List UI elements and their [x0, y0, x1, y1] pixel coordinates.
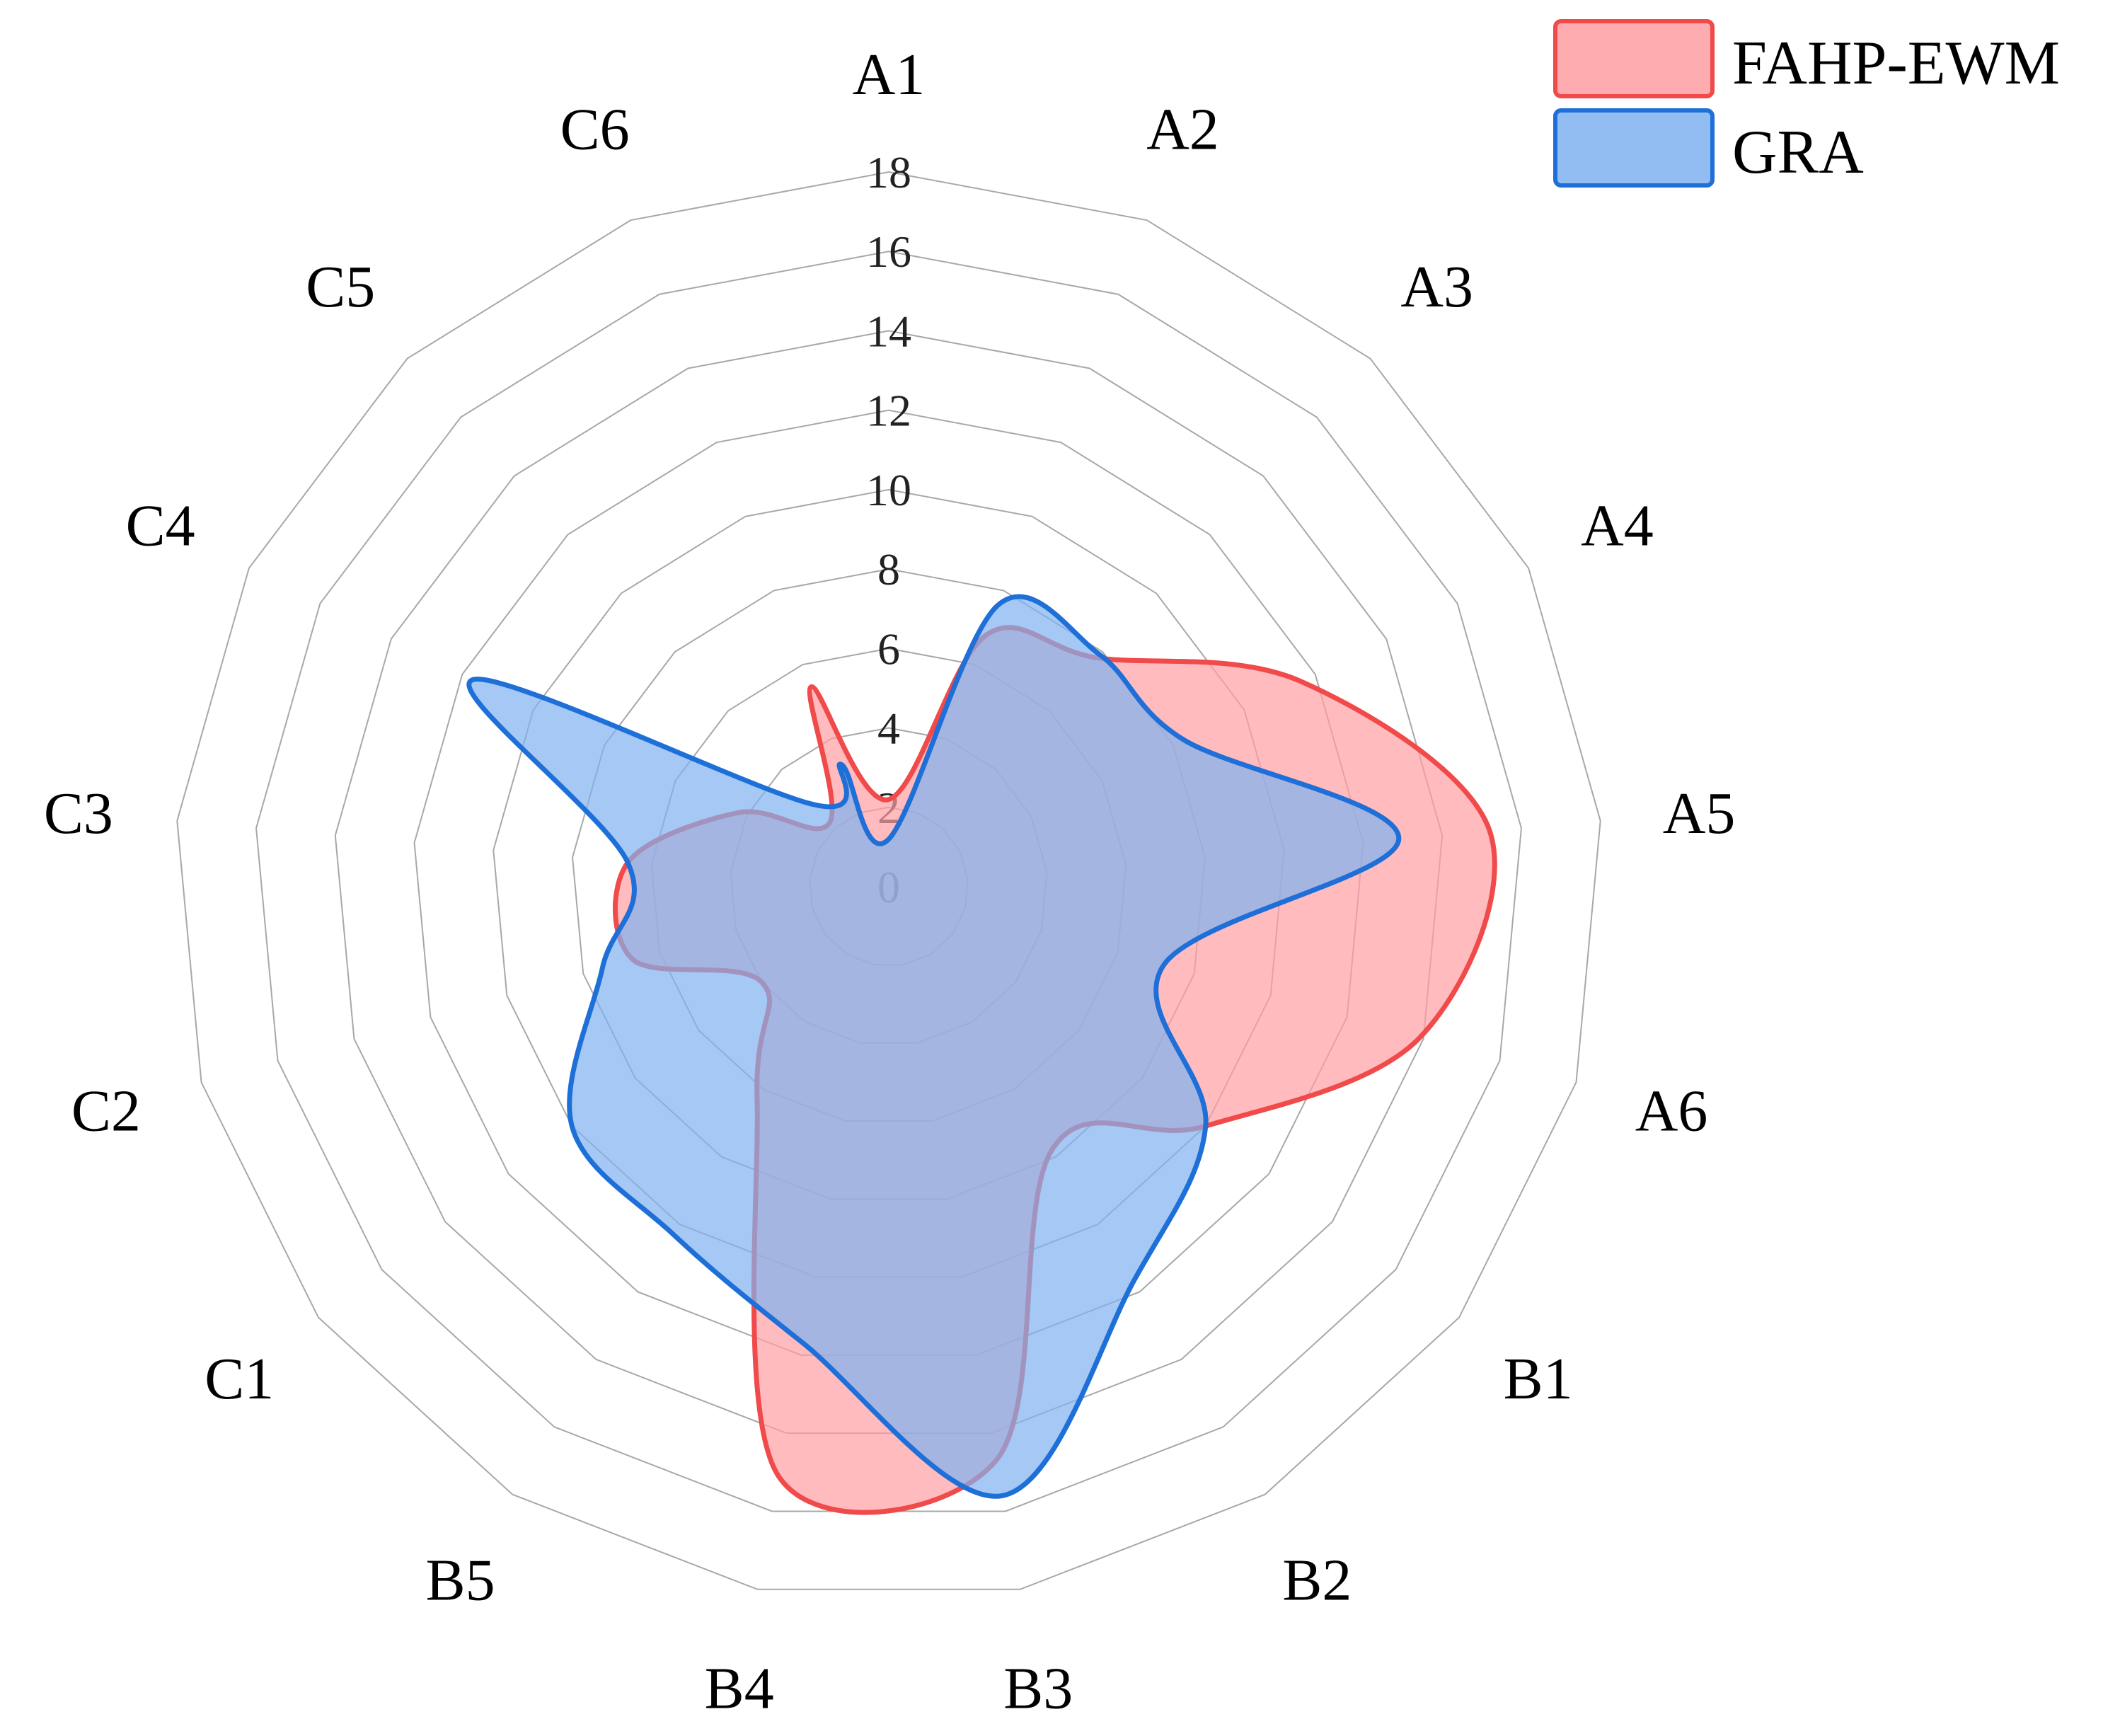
- category-label-b1: B1: [1504, 1346, 1573, 1412]
- radial-tick-label: 16: [866, 226, 911, 277]
- series-layer: [466, 594, 1497, 1515]
- radial-tick-label: 4: [877, 703, 900, 754]
- category-label-c2: C2: [71, 1079, 141, 1144]
- legend-label-fahp-ewm: FAHP-EWM: [1732, 29, 2060, 98]
- category-label-b3: B3: [1003, 1655, 1073, 1721]
- category-label-c4: C4: [126, 493, 195, 558]
- category-label-c5: C5: [306, 254, 375, 320]
- category-label-a2: A2: [1146, 97, 1219, 163]
- series-area-gra: [466, 594, 1402, 1499]
- category-label-b5: B5: [426, 1548, 495, 1614]
- category-label-c6: C6: [560, 97, 630, 163]
- radial-tick-label: 12: [866, 386, 911, 436]
- legend-label-gra: GRA: [1732, 118, 1864, 187]
- radial-tick-label: 10: [866, 465, 911, 515]
- category-label-a1: A1: [853, 42, 926, 108]
- legend-swatch-fahp-ewm: [1553, 19, 1715, 98]
- legend: FAHP-EWM GRA: [1553, 19, 2060, 188]
- category-label-a3: A3: [1400, 254, 1473, 320]
- category-label-a4: A4: [1581, 493, 1654, 558]
- radial-tick-label: 18: [866, 147, 911, 197]
- radial-tick-label: 14: [866, 306, 911, 356]
- radial-tick-label: 8: [877, 544, 900, 594]
- category-label-a6: A6: [1635, 1079, 1708, 1144]
- category-label-c1: C1: [204, 1346, 274, 1412]
- category-label-b2: B2: [1282, 1548, 1352, 1614]
- category-labels: A1 A2 A3 A4 A5 A6 B1 B2 B3 B4 B5 C1 C2 C3 C4 C5 C6: [44, 42, 1736, 1721]
- category-label-a5: A5: [1663, 781, 1736, 846]
- category-label-b4: B4: [705, 1655, 774, 1721]
- legend-swatch-gra: [1553, 108, 1715, 188]
- radial-tick-label: 6: [877, 623, 900, 674]
- category-label-c3: C3: [44, 781, 113, 846]
- grid-ring: [176, 171, 1601, 1590]
